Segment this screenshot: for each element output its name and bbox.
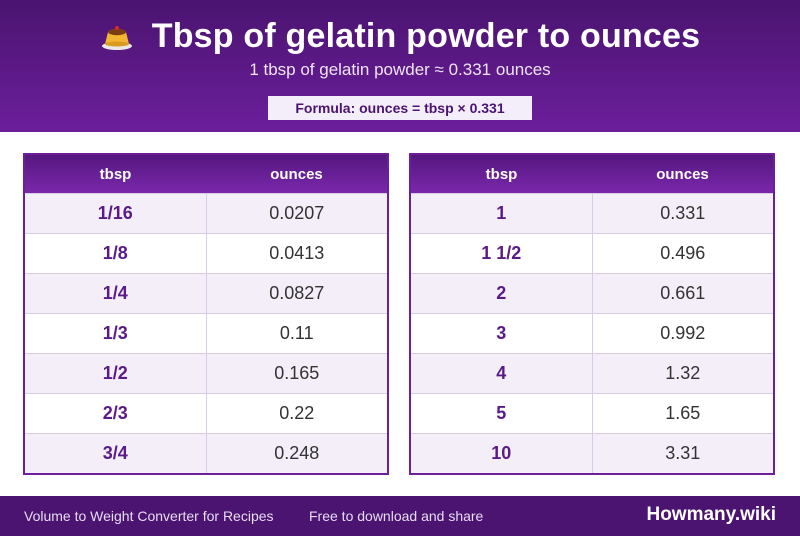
footer-bar: Volume to Weight Converter for Recipes F… bbox=[0, 496, 800, 536]
ounces-cell: 0.0827 bbox=[269, 283, 325, 303]
pudding-icon bbox=[101, 26, 132, 50]
ounces-cell: 1.65 bbox=[665, 403, 701, 423]
ounces-cell: 0.22 bbox=[279, 403, 315, 423]
table-row: 1/16 0.0207 bbox=[25, 193, 387, 233]
tbsp-cell: 10 bbox=[411, 434, 593, 473]
tbsp-cell: 1 1/2 bbox=[411, 234, 593, 273]
ounces-cell: 0.248 bbox=[274, 443, 320, 463]
table-row: 5 1.65 bbox=[411, 393, 773, 433]
tbsp-cell: 1/4 bbox=[25, 274, 207, 313]
tbsp-cell: 2 bbox=[411, 274, 593, 313]
tbsp-cell: 1 bbox=[411, 194, 593, 233]
table-header: tbsp ounces bbox=[411, 155, 773, 193]
ounces-cell: 0.331 bbox=[660, 203, 706, 223]
column-header-tbsp: tbsp bbox=[485, 165, 518, 183]
tbsp-cell: 3/4 bbox=[25, 434, 207, 473]
footer-tagline: Free to download and share bbox=[309, 508, 484, 524]
tbsp-cell: 5 bbox=[411, 394, 593, 433]
ounces-cell: 1.32 bbox=[665, 363, 701, 383]
tbsp-cell: 3 bbox=[411, 314, 593, 353]
formula-badge: Formula: ounces = tbsp × 0.331 bbox=[268, 96, 532, 120]
conversion-table-right: tbsp ounces 1 0.331 1 1/2 0.496 2 0.661 3 0.… bbox=[409, 153, 775, 475]
table-row: 10 3.31 bbox=[411, 433, 773, 473]
table-row: 1 0.331 bbox=[411, 193, 773, 233]
table-row: 1/2 0.165 bbox=[25, 353, 387, 393]
tbsp-cell: 1/16 bbox=[25, 194, 207, 233]
ounces-cell: 0.496 bbox=[660, 243, 706, 263]
ounces-cell: 0.0413 bbox=[269, 243, 325, 263]
table-row: 3/4 0.248 bbox=[25, 433, 387, 473]
tbsp-cell: 1/3 bbox=[25, 314, 207, 353]
table-row: 4 1.32 bbox=[411, 353, 773, 393]
footer-description: Volume to Weight Converter for Recipes bbox=[24, 508, 274, 524]
tbsp-cell: 1/8 bbox=[25, 234, 207, 273]
table-row: 2 0.661 bbox=[411, 273, 773, 313]
ounces-cell: 0.11 bbox=[279, 323, 314, 343]
ounces-cell: 0.661 bbox=[660, 283, 706, 303]
table-row: 1/3 0.11 bbox=[25, 313, 387, 353]
ounces-cell: 0.992 bbox=[660, 323, 706, 343]
title-row: Tbsp of gelatin powder to ounces bbox=[0, 14, 800, 58]
table-row: 3 0.992 bbox=[411, 313, 773, 353]
tbsp-cell: 2/3 bbox=[25, 394, 207, 433]
page-title: Tbsp of gelatin powder to ounces bbox=[151, 16, 701, 55]
conversion-summary: 1 tbsp of gelatin powder ≈ 0.331 ounces bbox=[249, 60, 551, 79]
column-header-ounces: ounces bbox=[270, 165, 323, 183]
ounces-cell: 0.0207 bbox=[269, 203, 325, 223]
tbsp-cell: 4 bbox=[411, 354, 593, 393]
ounces-cell: 3.31 bbox=[665, 443, 701, 463]
tbsp-cell: 1/2 bbox=[25, 354, 207, 393]
column-header-tbsp: tbsp bbox=[99, 165, 132, 183]
ounces-cell: 0.165 bbox=[274, 363, 320, 383]
conversion-table-left: tbsp ounces 1/16 0.0207 1/8 0.0413 1/4 0.08… bbox=[23, 153, 389, 475]
table-header: tbsp ounces bbox=[25, 155, 387, 193]
table-row: 1/8 0.0413 bbox=[25, 233, 387, 273]
table-row: 1 1/2 0.496 bbox=[411, 233, 773, 273]
header-banner: Tbsp of gelatin powder to ounces 1 tbsp … bbox=[0, 0, 800, 132]
brand-logo-text[interactable]: Howmany.wiki bbox=[646, 504, 776, 525]
table-row: 1/4 0.0827 bbox=[25, 273, 387, 313]
column-header-ounces: ounces bbox=[656, 165, 709, 183]
table-row: 2/3 0.22 bbox=[25, 393, 387, 433]
